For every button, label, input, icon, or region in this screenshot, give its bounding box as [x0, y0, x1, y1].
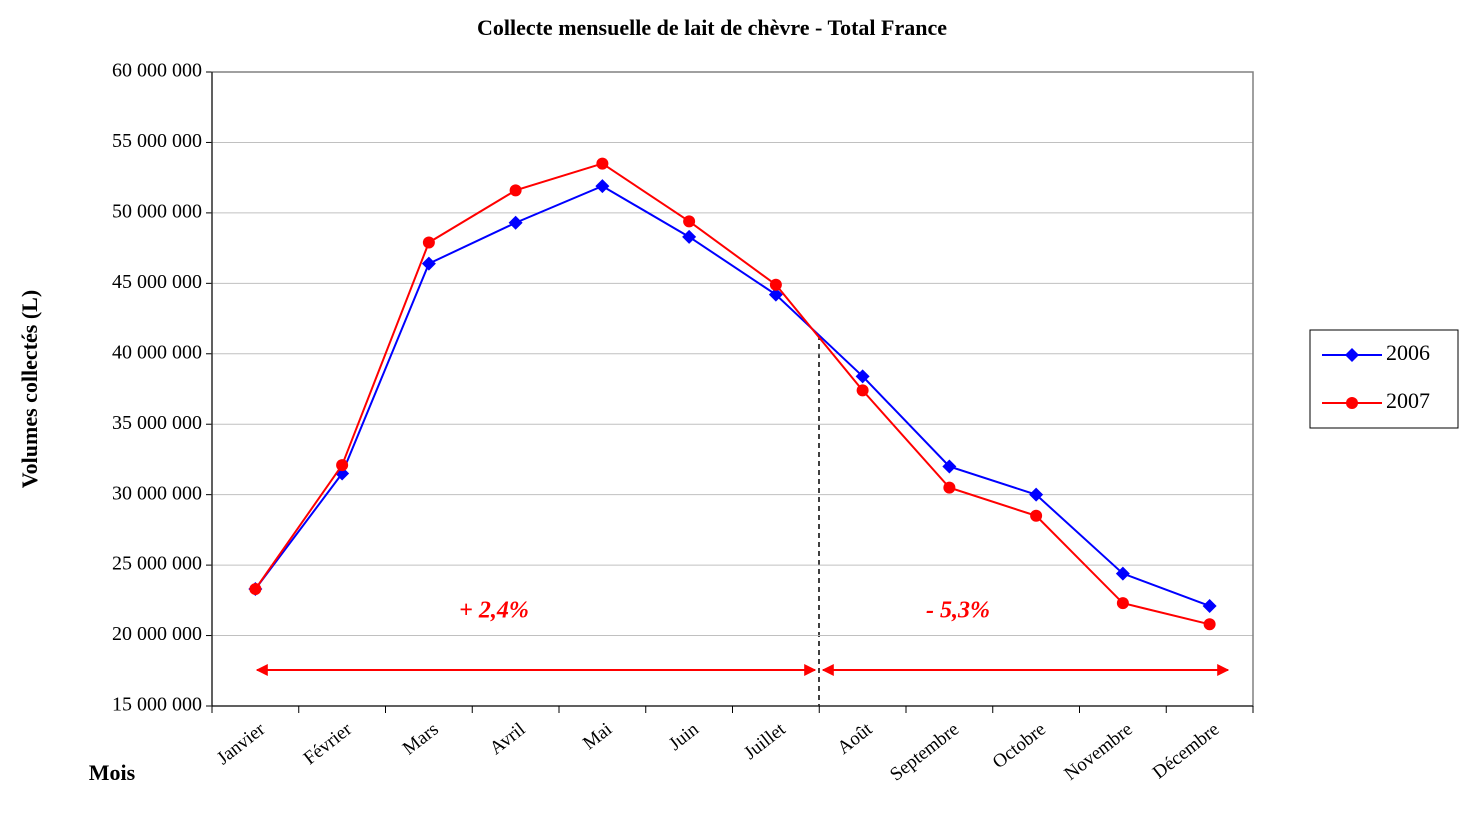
series-line	[254, 185, 1210, 607]
data-point	[855, 369, 870, 384]
series-line	[254, 162, 1210, 626]
y-tick-label: 50 000 000	[112, 200, 202, 222]
y-tick-label: 20 000 000	[112, 623, 202, 645]
data-point	[595, 179, 610, 194]
data-point	[336, 459, 349, 472]
x-tick-label: Décembre	[1149, 719, 1223, 784]
y-tick-label: 35 000 000	[112, 412, 202, 434]
x-tick-label: Février	[300, 718, 357, 769]
data-point	[422, 236, 435, 249]
data-point	[508, 215, 523, 230]
y-tick-label: 30 000 000	[112, 482, 202, 504]
y-tick-label: 15 000 000	[112, 694, 202, 716]
data-point	[856, 384, 869, 397]
x-tick-label: Juin	[665, 719, 703, 755]
data-point	[768, 287, 783, 302]
data-point	[943, 481, 956, 494]
x-tick-label: Mars	[399, 719, 443, 760]
data-point	[1202, 598, 1217, 613]
y-tick-label: 55 000 000	[112, 130, 202, 152]
data-point	[509, 184, 522, 197]
data-point	[1030, 509, 1043, 522]
data-point	[769, 278, 782, 291]
y-tick-label: 25 000 000	[112, 553, 202, 575]
x-tick-label: Novembre	[1061, 719, 1137, 785]
legend-label: 2007	[1386, 388, 1430, 413]
x-tick-label: Janvier	[213, 718, 270, 769]
x-tick-label: Avril	[486, 719, 529, 759]
data-point	[249, 583, 262, 596]
data-point	[596, 157, 609, 170]
data-point	[1029, 487, 1044, 502]
x-tick-label: Mai	[579, 719, 616, 754]
x-tick-label: Août	[834, 718, 877, 758]
y-tick-label: 40 000 000	[112, 341, 202, 363]
data-point	[682, 229, 697, 244]
y-tick-label: 45 000 000	[112, 271, 202, 293]
data-point	[421, 256, 436, 271]
legend-marker	[1345, 348, 1359, 362]
y-axis-label: Volumes collectés (L)	[17, 290, 42, 488]
data-point	[1116, 597, 1129, 610]
data-point	[942, 459, 957, 474]
chart-title: Collecte mensuelle de lait de chèvre - T…	[477, 15, 947, 40]
x-tick-label: Octobre	[989, 719, 1050, 773]
x-tick-label: Septembre	[886, 719, 963, 786]
data-point	[683, 215, 696, 228]
legend-label: 2006	[1386, 340, 1430, 365]
x-tick-label: Juillet	[740, 718, 790, 764]
data-point	[1115, 566, 1130, 581]
legend-marker	[1346, 397, 1358, 409]
legend-box	[1309, 329, 1459, 429]
annotation: - 5,3%	[926, 598, 990, 624]
data-point	[1203, 618, 1216, 631]
annotation: + 2,4%	[459, 598, 529, 624]
y-tick-label: 60 000 000	[112, 60, 202, 82]
plot-frame	[211, 71, 1254, 707]
x-axis-label: Mois	[89, 760, 136, 785]
